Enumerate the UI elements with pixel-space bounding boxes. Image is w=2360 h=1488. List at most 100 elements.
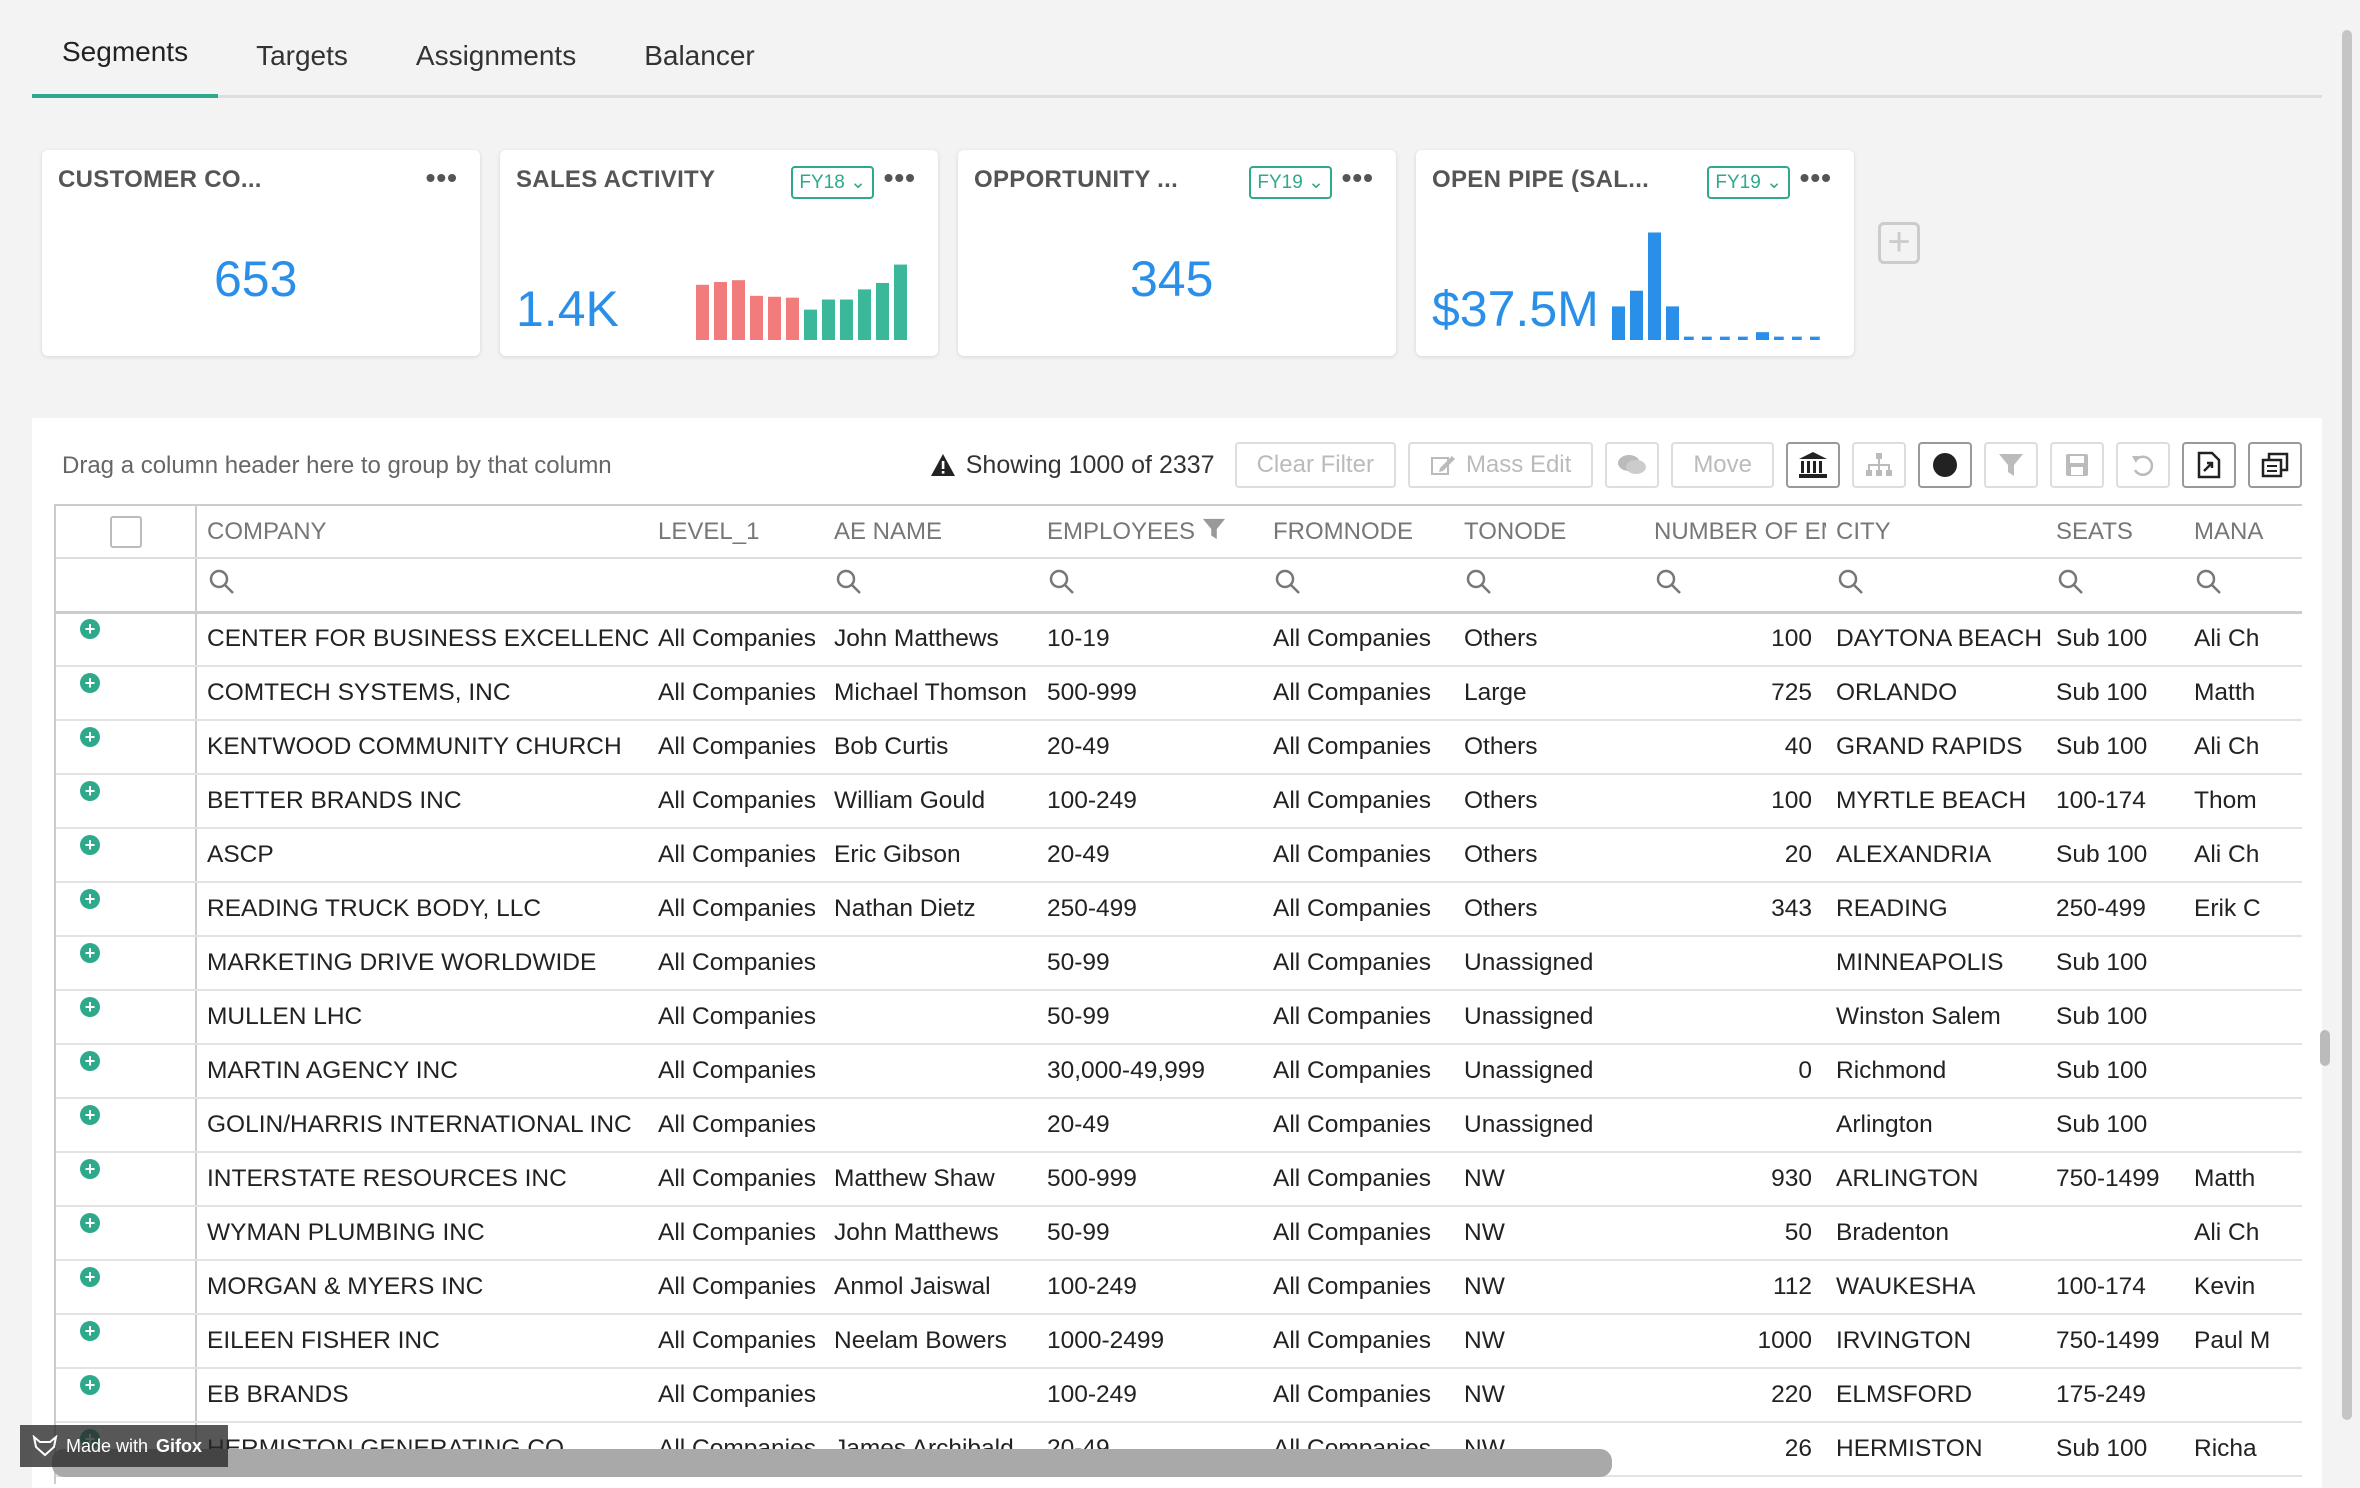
expand-row-icon[interactable]: + — [80, 727, 100, 747]
column-header-ae-name[interactable]: AE NAME — [824, 506, 1037, 559]
cell-company[interactable]: COMTECH SYSTEMS, INC — [196, 666, 648, 721]
select-all-checkbox[interactable] — [110, 515, 142, 548]
cell-level-1[interactable]: All Companies — [648, 1368, 824, 1423]
cell-tonode[interactable]: NW — [1454, 1206, 1644, 1261]
column-header-manager[interactable]: MANA — [2184, 506, 2302, 559]
cell-company[interactable]: MORGAN & MYERS INC — [196, 1260, 648, 1315]
cell-ae-name[interactable] — [824, 936, 1037, 991]
expand-row-icon[interactable]: + — [80, 1051, 100, 1071]
expand-row-icon[interactable]: + — [80, 781, 100, 801]
grid-vertical-scrollbar[interactable] — [2320, 1030, 2330, 1066]
column-header-tonode[interactable]: TONODE — [1454, 506, 1644, 559]
table-row[interactable]: + WYMAN PLUMBING INC All Companies John Mat… — [56, 1206, 2302, 1261]
cell-employees[interactable]: 20-49 — [1037, 828, 1263, 883]
cell-tonode[interactable]: Unassigned — [1454, 936, 1644, 991]
cell-number-of-emp[interactable]: 343 — [1644, 882, 1826, 937]
cell-city[interactable]: GRAND RAPIDS — [1826, 720, 2046, 775]
cell-seats[interactable]: Sub 100 — [2046, 1098, 2184, 1153]
cell-fromnode[interactable]: All Companies — [1263, 828, 1454, 883]
cell-ae-name[interactable]: Anmol Jaiswal — [824, 1260, 1037, 1315]
cell-company[interactable]: KENTWOOD COMMUNITY CHURCH — [196, 720, 648, 775]
card-menu-icon[interactable]: ••• — [1341, 162, 1374, 193]
cell-fromnode[interactable]: All Companies — [1263, 774, 1454, 829]
expand-row-icon[interactable]: + — [80, 997, 100, 1017]
filter-active-icon[interactable] — [1202, 517, 1226, 541]
cell-fromnode[interactable]: All Companies — [1263, 1260, 1454, 1315]
cell-manager[interactable] — [2184, 936, 2302, 991]
cell-tonode[interactable]: Large — [1454, 666, 1644, 721]
cell-employees[interactable]: 500-999 — [1037, 666, 1263, 721]
cell-fromnode[interactable]: All Companies — [1263, 1152, 1454, 1207]
filter-cell-company[interactable] — [196, 558, 648, 614]
cell-manager[interactable] — [2184, 990, 2302, 1045]
cell-city[interactable]: DAYTONA BEACH — [1826, 612, 2046, 667]
cell-city[interactable]: HERMISTON — [1826, 1422, 2046, 1477]
cell-company[interactable]: GOLIN/HARRIS INTERNATIONAL INC — [196, 1098, 648, 1153]
cell-fromnode[interactable]: All Companies — [1263, 882, 1454, 937]
cell-seats[interactable]: Sub 100 — [2046, 720, 2184, 775]
cell-fromnode[interactable]: All Companies — [1263, 612, 1454, 667]
cell-fromnode[interactable]: All Companies — [1263, 720, 1454, 775]
cell-ae-name[interactable] — [824, 990, 1037, 1045]
cell-employees[interactable]: 50-99 — [1037, 936, 1263, 991]
cell-seats[interactable]: Sub 100 — [2046, 1044, 2184, 1099]
record-button[interactable] — [1918, 442, 1972, 488]
cell-fromnode[interactable]: All Companies — [1263, 990, 1454, 1045]
expand-row-icon[interactable]: + — [80, 1105, 100, 1125]
cell-manager[interactable]: Thom — [2184, 774, 2302, 829]
cell-company[interactable]: BETTER BRANDS INC — [196, 774, 648, 829]
cell-employees[interactable]: 1000-2499 — [1037, 1314, 1263, 1369]
table-row[interactable]: + EILEEN FISHER INC All Companies Neelam Bo… — [56, 1314, 2302, 1369]
card-menu-icon[interactable]: ••• — [1799, 162, 1832, 193]
cell-company[interactable]: MARTIN AGENCY INC — [196, 1044, 648, 1099]
column-header-seats[interactable]: SEATS — [2046, 506, 2184, 559]
cell-city[interactable]: Richmond — [1826, 1044, 2046, 1099]
cell-city[interactable]: MYRTLE BEACH — [1826, 774, 2046, 829]
cell-ae-name[interactable] — [824, 1098, 1037, 1153]
cell-number-of-emp[interactable] — [1644, 1098, 1826, 1153]
card-open-pipe[interactable]: OPEN PIPE (SAL... FY19 ⌄ ••• $37.5M — [1416, 150, 1854, 356]
cell-seats[interactable]: 100-174 — [2046, 1260, 2184, 1315]
cell-city[interactable]: MINNEAPOLIS — [1826, 936, 2046, 991]
cell-level-1[interactable]: All Companies — [648, 1098, 824, 1153]
cell-level-1[interactable]: All Companies — [648, 1044, 824, 1099]
cell-tonode[interactable]: NW — [1454, 1152, 1644, 1207]
table-row[interactable]: + KENTWOOD COMMUNITY CHURCH All Companies B… — [56, 720, 2302, 775]
cell-company[interactable]: CENTER FOR BUSINESS EXCELLENCE — [196, 612, 648, 667]
fiscal-year-select[interactable]: FY19 ⌄ — [1707, 166, 1790, 199]
card-menu-icon[interactable]: ••• — [425, 162, 458, 193]
cell-ae-name[interactable]: John Matthews — [824, 612, 1037, 667]
cell-number-of-emp[interactable]: 26 — [1644, 1422, 1826, 1477]
cell-tonode[interactable]: Unassigned — [1454, 1098, 1644, 1153]
cell-city[interactable]: Bradenton — [1826, 1206, 2046, 1261]
fiscal-year-select[interactable]: FY19 ⌄ — [1249, 166, 1332, 199]
mass-edit-button[interactable]: Mass Edit — [1407, 442, 1594, 488]
table-row[interactable]: + INTERSTATE RESOURCES INC All Companies Ma… — [56, 1152, 2302, 1207]
cell-seats[interactable]: Sub 100 — [2046, 1422, 2184, 1477]
cell-seats[interactable]: Sub 100 — [2046, 612, 2184, 667]
cell-number-of-emp[interactable]: 725 — [1644, 666, 1826, 721]
filter-cell-ae-name[interactable] — [824, 558, 1037, 614]
cell-fromnode[interactable]: All Companies — [1263, 1044, 1454, 1099]
cell-manager[interactable] — [2184, 1368, 2302, 1423]
cell-level-1[interactable]: All Companies — [648, 936, 824, 991]
cell-seats[interactable]: Sub 100 — [2046, 990, 2184, 1045]
export-button[interactable] — [2182, 442, 2236, 488]
cell-company[interactable]: ASCP — [196, 828, 648, 883]
table-row[interactable]: + MULLEN LHC All Companies 50-99 All Compani… — [56, 990, 2302, 1045]
table-row[interactable]: + READING TRUCK BODY, LLC All Companies Nat… — [56, 882, 2302, 937]
cell-city[interactable]: READING — [1826, 882, 2046, 937]
expand-row-icon[interactable]: + — [80, 1159, 100, 1179]
cell-seats[interactable]: 750-1499 — [2046, 1152, 2184, 1207]
cell-seats[interactable]: 250-499 — [2046, 882, 2184, 937]
cell-number-of-emp[interactable] — [1644, 990, 1826, 1045]
undo-button[interactable] — [2116, 442, 2170, 488]
tab-targets[interactable]: Targets — [256, 40, 348, 71]
cell-seats[interactable]: 100-174 — [2046, 774, 2184, 829]
cell-tonode[interactable]: NW — [1454, 1260, 1644, 1315]
page-scrollbar[interactable] — [2342, 30, 2352, 1420]
cell-seats[interactable]: 750-1499 — [2046, 1314, 2184, 1369]
tab-segments[interactable]: Segments — [32, 36, 219, 98]
cell-manager[interactable]: Kevin — [2184, 1260, 2302, 1315]
cell-seats[interactable]: 175-249 — [2046, 1368, 2184, 1423]
